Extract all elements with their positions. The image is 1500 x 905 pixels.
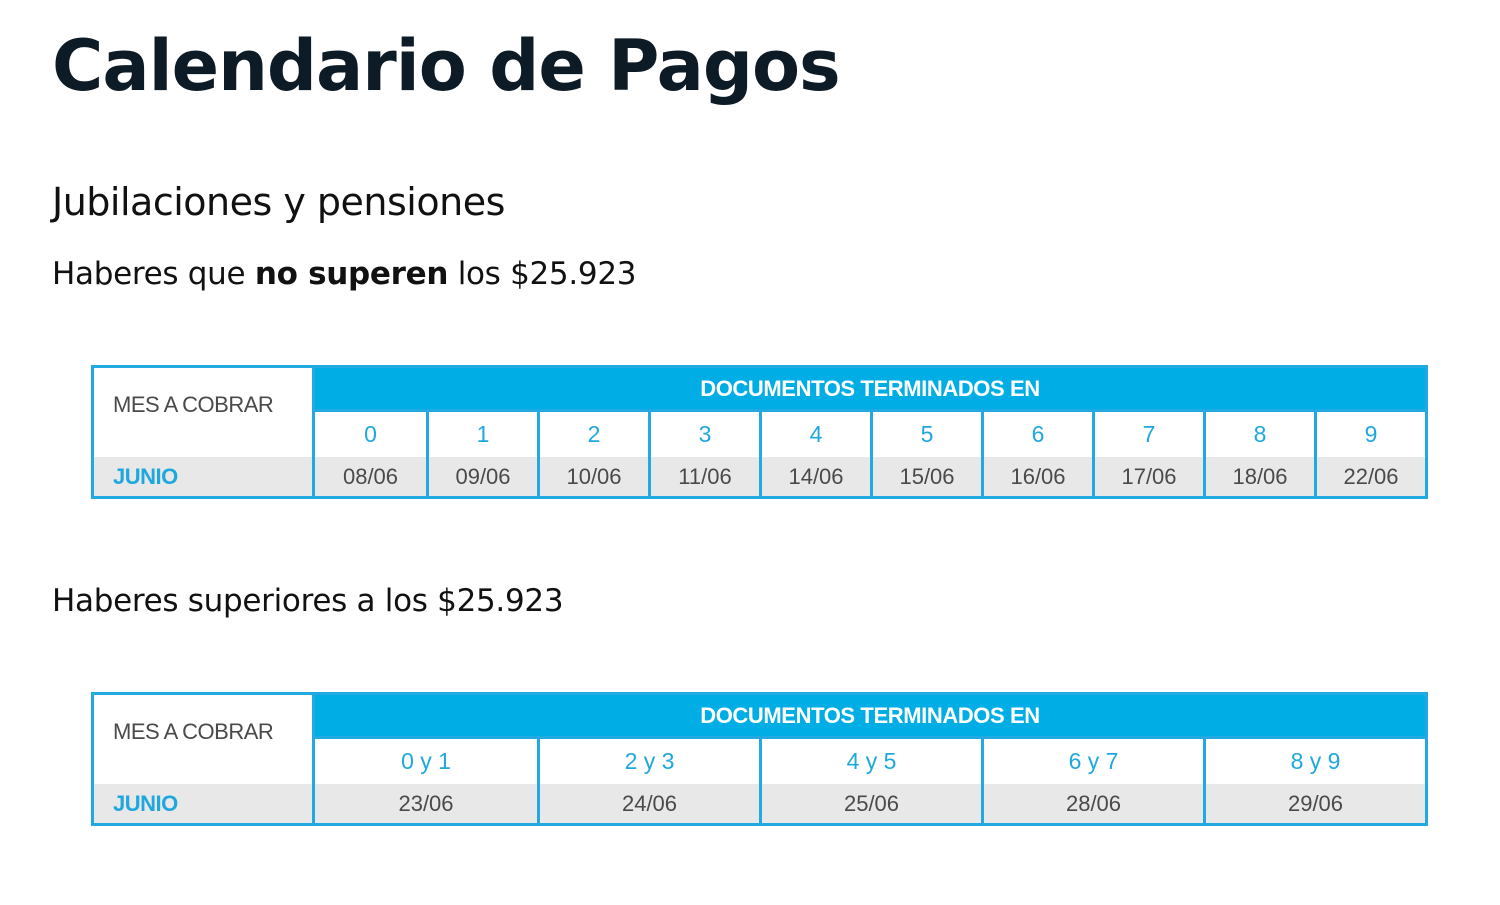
documentos-terminados-header: DOCUMENTOS TERMINADOS EN [315, 368, 1425, 412]
month-label: JUNIO [94, 784, 315, 823]
doc-digit-header: 1 [426, 412, 537, 457]
doc-digit-header: 2 y 3 [537, 739, 759, 784]
doc-digit-header: 0 y 1 [315, 739, 537, 784]
table2-subtitle: Haberes superiores a los $25.923 [52, 583, 564, 619]
payment-date-cell: 11/06 [648, 457, 759, 496]
table1-subtitle-suffix: los $25.923 [448, 256, 637, 292]
doc-digit-header: 6 [981, 412, 1092, 457]
payment-date-cell: 10/06 [537, 457, 648, 496]
payment-date-cell: 28/06 [981, 784, 1203, 823]
payment-date-cell: 17/06 [1092, 457, 1203, 496]
table1-subtitle-prefix: Haberes que [52, 256, 255, 292]
payment-date-cell: 09/06 [426, 457, 537, 496]
doc-digit-header: 9 [1314, 412, 1425, 457]
payment-date-cell: 08/06 [315, 457, 426, 496]
payment-date-cell: 18/06 [1203, 457, 1314, 496]
page-title: Calendario de Pagos [52, 25, 841, 107]
payment-date-cell: 24/06 [537, 784, 759, 823]
doc-digit-header: 5 [870, 412, 981, 457]
payment-date-cell: 14/06 [759, 457, 870, 496]
table1-subtitle: Haberes que no superen los $25.923 [52, 254, 636, 294]
payment-date-cell: 23/06 [315, 784, 537, 823]
doc-digit-header: 6 y 7 [981, 739, 1203, 784]
month-label: JUNIO [94, 457, 315, 496]
mes-a-cobrar-header: MES A COBRAR [94, 368, 315, 457]
documentos-terminados-header: DOCUMENTOS TERMINADOS EN [315, 695, 1425, 739]
payment-table-high-income: MES A COBRAR DOCUMENTOS TERMINADOS EN 0 … [91, 692, 1428, 826]
mes-a-cobrar-header: MES A COBRAR [94, 695, 315, 784]
doc-digit-header: 7 [1092, 412, 1203, 457]
payment-date-cell: 15/06 [870, 457, 981, 496]
section-title: Jubilaciones y pensiones [52, 180, 505, 224]
doc-digit-header: 4 y 5 [759, 739, 981, 784]
payment-date-cell: 29/06 [1203, 784, 1425, 823]
payment-date-cell: 25/06 [759, 784, 981, 823]
doc-digit-header: 8 [1203, 412, 1314, 457]
doc-digit-header: 4 [759, 412, 870, 457]
doc-digit-header: 2 [537, 412, 648, 457]
doc-digit-header: 3 [648, 412, 759, 457]
payment-date-cell: 16/06 [981, 457, 1092, 496]
doc-digit-header: 8 y 9 [1203, 739, 1425, 784]
table1-subtitle-bold: no superen [254, 256, 449, 292]
doc-digit-header: 0 [315, 412, 426, 457]
payment-table-low-income: MES A COBRAR DOCUMENTOS TERMINADOS EN 0 … [91, 365, 1428, 499]
payment-date-cell: 22/06 [1314, 457, 1425, 496]
